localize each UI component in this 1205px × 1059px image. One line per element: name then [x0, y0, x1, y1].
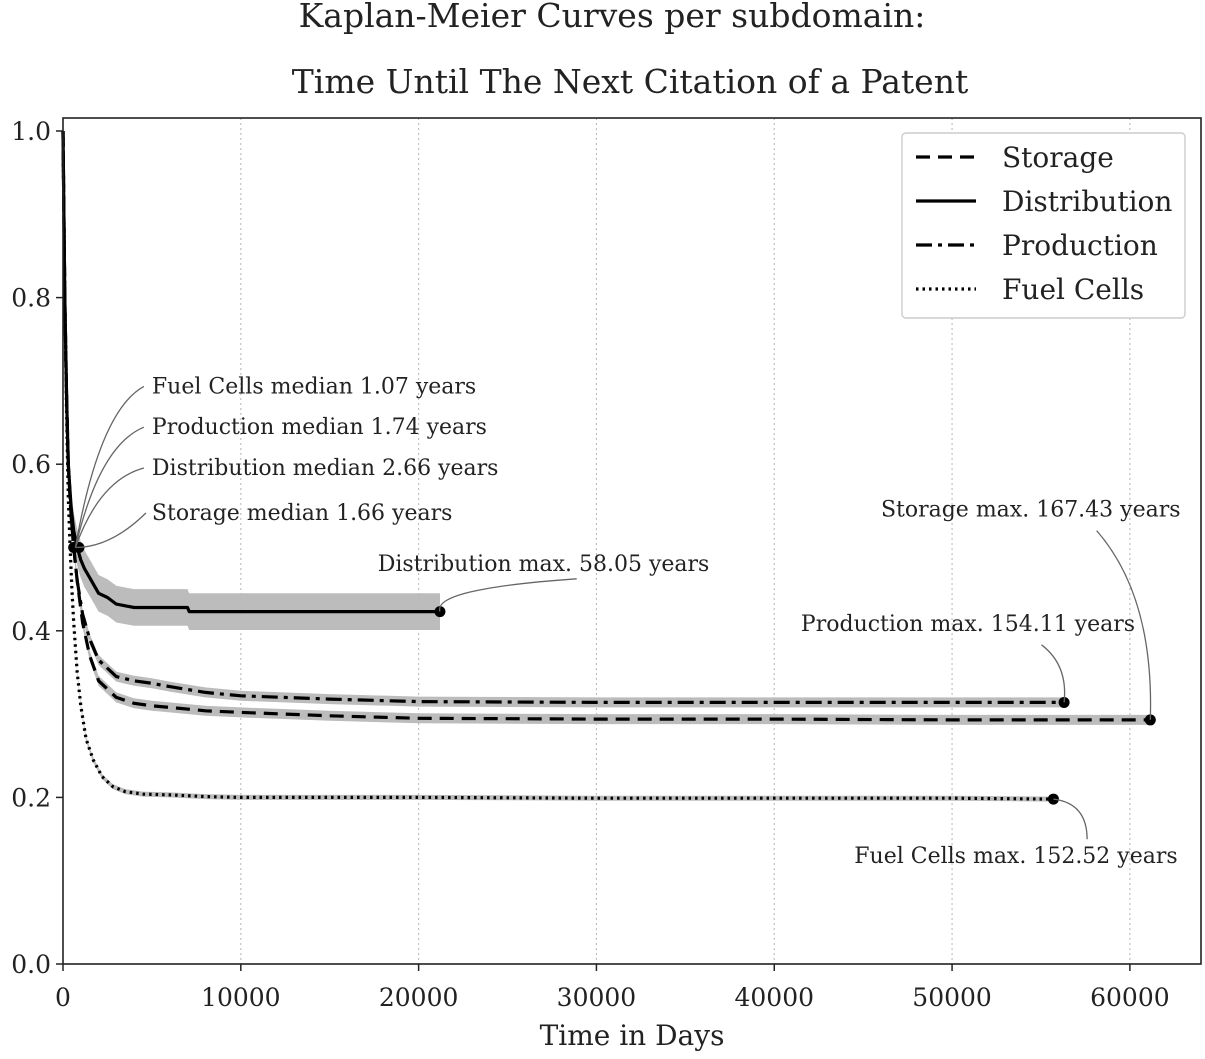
chart-title-line-2: Time Until The Next Citation of a Patent: [292, 62, 968, 101]
legend: Storage Distribution Production Fuel Cells: [901, 132, 1186, 319]
annotation-text: Storage median 1.66 years: [152, 501, 453, 526]
annotation-text: Distribution max. 58.05 years: [378, 552, 710, 577]
annotation-text: Fuel Cells max. 152.52 years: [854, 844, 1177, 869]
legend-label-production: Production: [1002, 229, 1158, 262]
legend-box: [901, 132, 1186, 319]
plot-frame: [62, 117, 1202, 965]
y-tick-label: 0.8: [11, 284, 51, 313]
y-tick-label: 0.0: [11, 950, 51, 979]
annotation-connector: [439, 578, 577, 612]
chart-title-line-1: Kaplan-Meier Curves per subdomain:: [299, 0, 926, 35]
y-tick-label: 0.4: [11, 617, 51, 646]
y-tick-label: 0.6: [11, 450, 51, 479]
y-tick-label: 1.0: [11, 117, 51, 146]
annotation-text: Distribution median 2.66 years: [152, 456, 499, 481]
y-tick-label: 0.2: [11, 783, 51, 812]
tick-layer: 0 10000 20000 30000 40000 50000 60000 0.0 0.2 0.4…: [11, 117, 1169, 1012]
annotation-connector: [74, 385, 145, 548]
annotation-text: Storage max. 167.43 years: [881, 498, 1181, 523]
x-tick-label: 40000: [734, 983, 814, 1012]
annotation-connector: [1096, 530, 1152, 720]
x-tick-label: 10000: [201, 983, 281, 1012]
survival-line-layer: [61, 130, 1156, 805]
annotation-connector: [1053, 798, 1088, 840]
max-point-distribution: [434, 606, 446, 618]
annotation-connector: [74, 467, 145, 548]
x-tick-label: 0: [55, 983, 71, 1012]
annotation-connector: [75, 512, 147, 549]
band-distribution: [63, 131, 440, 630]
legend-label-fuel-cells: Fuel Cells: [1002, 273, 1144, 306]
x-tick-label: 20000: [379, 983, 459, 1012]
legend-label-storage: Storage: [1002, 141, 1114, 174]
x-axis-label: Time in Days: [540, 1019, 725, 1052]
confidence-band-layer: [63, 131, 1151, 802]
annotation-connector: [74, 426, 145, 548]
annotation-text: Fuel Cells median 1.07 years: [152, 374, 476, 399]
max-point-storage: [1144, 714, 1156, 726]
x-tick-label: 60000: [1090, 983, 1170, 1012]
legend-label-distribution: Distribution: [1002, 185, 1172, 218]
x-tick-label: 50000: [912, 983, 992, 1012]
annotation-text: Production max. 154.11 years: [801, 612, 1135, 637]
max-point-production: [1058, 696, 1070, 708]
annotation-layer: Fuel Cells median 1.07 years Production m…: [74, 374, 1181, 869]
annotation-text: Production median 1.74 years: [152, 415, 487, 440]
x-tick-label: 30000: [557, 983, 637, 1012]
annotation-connector: [1041, 644, 1066, 703]
line-distribution: [61, 130, 440, 614]
